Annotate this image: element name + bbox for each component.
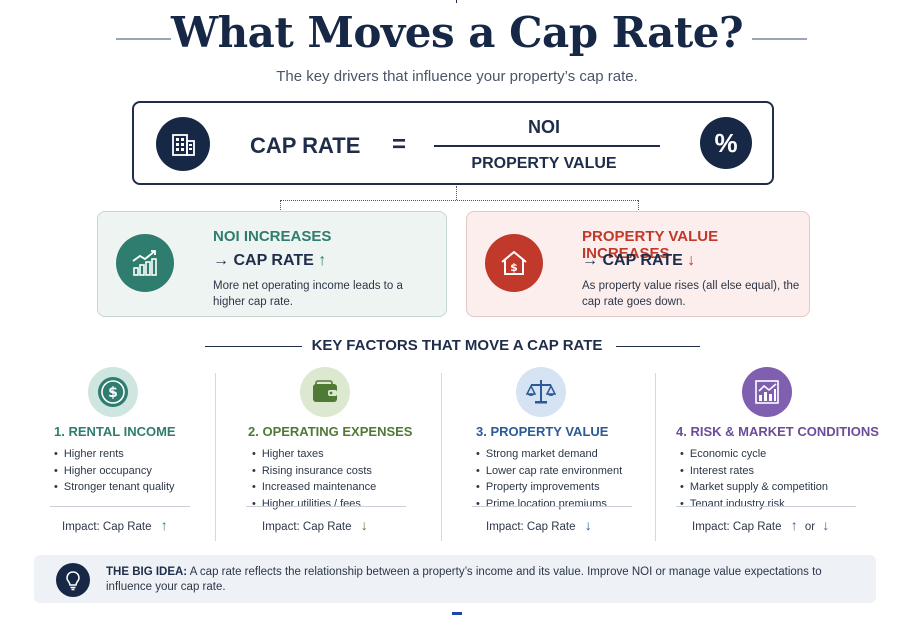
big-idea-label: THE BIG IDEA: (106, 566, 188, 578)
list-item: Tenant industry risk (680, 496, 828, 513)
percent-icon: % (700, 117, 752, 169)
list-item: Higher taxes (252, 446, 376, 463)
factor-property-value: 3. PROPERTY VALUE Strong market demand L… (472, 365, 642, 545)
list-item: Property improvements (476, 479, 622, 496)
factor-list: Strong market demand Lower cap rate envi… (476, 446, 622, 512)
card-heading: PROPERTY VALUE INCREASES (582, 228, 719, 262)
connector-bar (280, 200, 638, 201)
svg-text:$: $ (510, 261, 518, 274)
arrow-up-icon: ↑ (790, 517, 798, 533)
factor-rental-income: $ 1. RENTAL INCOME Higher rents Higher o… (50, 365, 210, 545)
impact-or: or (804, 521, 816, 533)
list-item: Prime location premiums (476, 496, 622, 513)
list-item: Higher occupancy (54, 463, 175, 480)
building-icon (156, 117, 210, 171)
noi-increases-card: NOI INCREASES → CAP RATE ↑ More net oper… (97, 211, 447, 317)
list-item: Higher rents (54, 446, 175, 463)
arrow-down-icon: ↓ (584, 517, 592, 533)
factor-operating-expenses: 2. OPERATING EXPENSES Higher taxes Risin… (246, 365, 426, 545)
effect-label: CAP RATE (233, 252, 314, 269)
list-item: Strong market demand (476, 446, 622, 463)
factor-list: Economic cycle Interest rates Market sup… (680, 446, 828, 512)
factor-risk-market: 4. RISK & MARKET CONDITIONS Economic cyc… (676, 365, 879, 545)
formula-cap-rate: CAP RATE (250, 133, 361, 158)
card-description: More net operating income leads to a hig… (213, 280, 403, 308)
connector-right (638, 200, 639, 212)
key-factors-rule-left (205, 346, 302, 347)
key-factors-title: KEY FACTORS THAT MOVE A CAP RATE (311, 337, 603, 354)
impact-label: Impact: Cap Rate (486, 521, 576, 533)
factor-impact: Impact: Cap Rate ↑ (62, 517, 168, 533)
big-idea-body: A cap rate reflects the relationship bet… (106, 566, 822, 593)
arrow-down-icon: ↓ (687, 252, 696, 269)
connector-left (280, 200, 281, 212)
formula-box: CAP RATE = NOI PROPERTY VALUE % (132, 101, 774, 185)
card-effect: → CAP RATE ↑ (213, 252, 326, 270)
line-chart-icon (742, 367, 792, 417)
factor-impact: Impact: Cap Rate ↑ or ↓ (692, 517, 829, 533)
card-heading: NOI INCREASES (213, 228, 332, 245)
impact-label: Impact: Cap Rate (262, 521, 352, 533)
fraction-line (434, 145, 660, 147)
big-idea-banner: THE BIG IDEA: A cap rate reflects the re… (34, 555, 876, 603)
column-divider (215, 373, 216, 541)
effect-label: CAP RATE (602, 252, 683, 269)
impact-label: Impact: Cap Rate (62, 521, 152, 533)
house-dollar-icon: $ (485, 234, 543, 292)
factor-impact: Impact: Cap Rate ↓ (486, 517, 592, 533)
formula-equals: = (392, 131, 407, 158)
lightbulb-icon (56, 563, 90, 597)
factor-title: 3. PROPERTY VALUE (476, 424, 609, 439)
column-divider (441, 373, 442, 541)
top-tick (456, 0, 457, 3)
trend-chart-icon (116, 234, 174, 292)
list-item: Interest rates (680, 463, 828, 480)
impact-label: Impact: Cap Rate (692, 521, 782, 533)
property-value-increases-card: $ PROPERTY VALUE INCREASES → CAP RATE ↓ … (466, 211, 810, 317)
arrow-down-icon: ↓ (822, 517, 830, 533)
scales-icon (516, 367, 566, 417)
big-idea-text: THE BIG IDEA: A cap rate reflects the re… (106, 565, 846, 595)
arrow-up-icon: ↑ (318, 252, 327, 269)
card-description: As property value rises (all else equal)… (582, 280, 800, 308)
impact-divider (246, 506, 406, 507)
factor-title: 2. OPERATING EXPENSES (248, 424, 413, 439)
card-effect: → CAP RATE ↓ (582, 252, 695, 270)
wallet-icon (300, 367, 350, 417)
list-item: Stronger tenant quality (54, 479, 175, 496)
list-item: Economic cycle (680, 446, 828, 463)
arrow-right-icon: → (213, 252, 229, 269)
title-rule-right (752, 38, 807, 40)
arrow-up-icon: ↑ (160, 517, 168, 533)
factor-list: Higher taxes Rising insurance costs Incr… (252, 446, 376, 512)
formula-numerator: NOI (527, 117, 560, 137)
arrow-down-icon: ↓ (360, 517, 368, 533)
factor-list: Higher rents Higher occupancy Stronger t… (54, 446, 175, 496)
list-item: Increased maintenance (252, 479, 376, 496)
key-factors-rule-right (616, 346, 700, 347)
impact-divider (676, 506, 856, 507)
impact-divider (50, 506, 190, 507)
formula-denominator: PROPERTY VALUE (471, 155, 617, 172)
dollar-coin-icon: $ (88, 367, 138, 417)
page-title: What Moves a Cap Rate? (170, 8, 744, 57)
column-divider (655, 373, 656, 541)
arrow-right-icon: → (582, 252, 598, 269)
list-item: Higher utilities / fees (252, 496, 376, 513)
factor-impact: Impact: Cap Rate ↓ (262, 517, 368, 533)
svg-text:$: $ (108, 385, 118, 401)
list-item: Lower cap rate environment (476, 463, 622, 480)
factor-title: 1. RENTAL INCOME (54, 424, 176, 439)
list-item: Market supply & competition (680, 479, 828, 496)
list-item: Rising insurance costs (252, 463, 376, 480)
impact-divider (472, 506, 632, 507)
connector-stem (456, 186, 457, 200)
page-subtitle: The key drivers that influence your prop… (276, 68, 638, 85)
bottom-marker (452, 612, 462, 615)
title-rule-left (116, 38, 171, 40)
factor-title: 4. RISK & MARKET CONDITIONS (676, 424, 879, 439)
